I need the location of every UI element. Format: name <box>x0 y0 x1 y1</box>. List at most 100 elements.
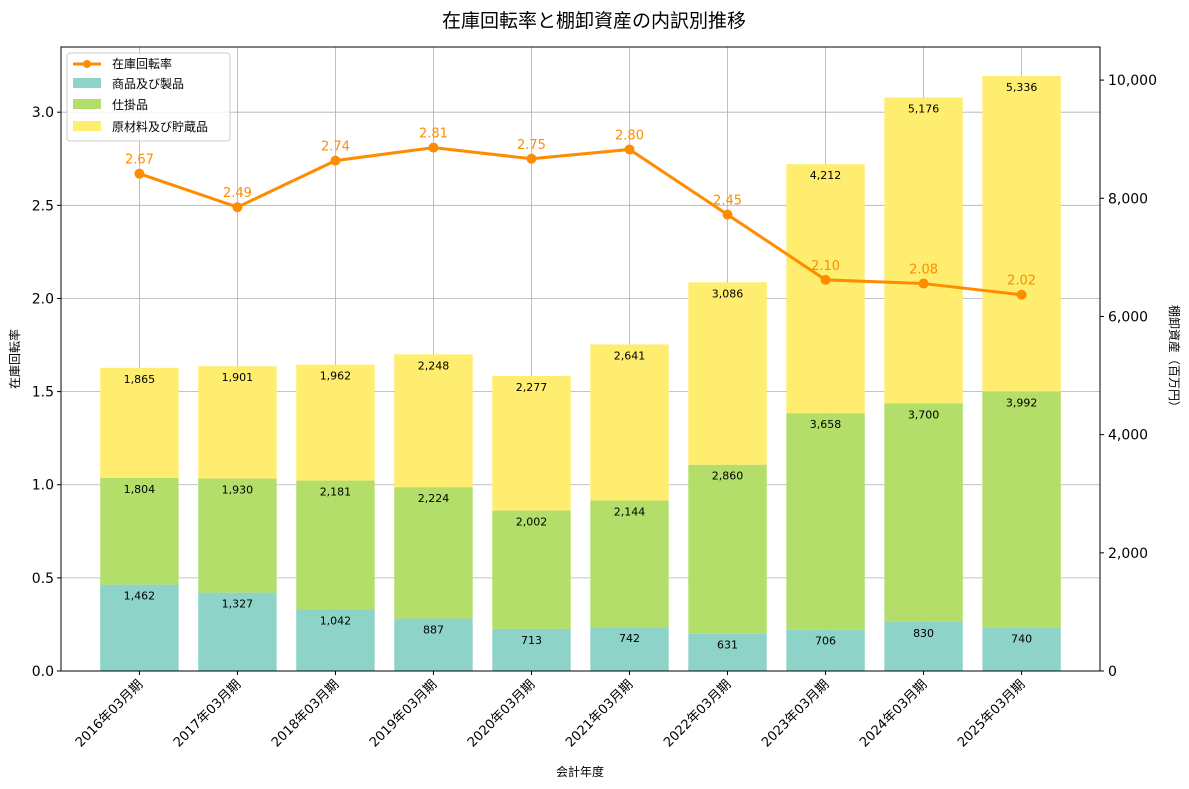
legend-swatch-materials <box>73 121 101 131</box>
y-left-tick-label: 1.0 <box>32 478 54 494</box>
bar-value-label: 2,181 <box>320 486 352 499</box>
turnover-value-label: 2.45 <box>713 194 742 209</box>
bar-segment <box>590 500 669 628</box>
bar-value-label: 830 <box>913 627 934 640</box>
turnover-point <box>918 278 929 289</box>
y-right-tick-label: 8,000 <box>1108 191 1148 207</box>
y-right-tick-label: 6,000 <box>1108 309 1148 325</box>
bar-segment <box>688 464 767 634</box>
bar-segment <box>786 164 865 414</box>
y-left-tick-label: 1.5 <box>32 385 54 401</box>
bar-segment <box>884 97 963 404</box>
bar-value-label: 1,804 <box>124 483 156 496</box>
bar-value-label: 1,327 <box>222 598 254 611</box>
bar-segment <box>688 633 767 671</box>
bar-segment <box>688 282 767 465</box>
bar-segment <box>100 367 179 479</box>
turnover-value-label: 2.81 <box>419 127 448 142</box>
y-axis-left-label: 在庫回転率 <box>7 329 22 389</box>
bar-value-label: 742 <box>619 632 640 645</box>
plot-frame <box>60 46 1101 672</box>
y-right-tick-label: 10,000 <box>1108 73 1157 89</box>
bar-segment <box>198 366 277 479</box>
x-tick-label: 2025年03月期 <box>955 677 1028 750</box>
bar-segment <box>492 376 571 511</box>
y-right-tick-label: 2,000 <box>1108 546 1148 562</box>
bar-segment <box>394 487 473 619</box>
bar-value-label: 5,176 <box>908 102 940 115</box>
bar-value-label: 2,144 <box>614 505 646 518</box>
turnover-line: 2.67 2.49 2.74 2.81 2.75 2.80 2.45 2.10 2.08 2.02 <box>125 127 1036 300</box>
y-left-tick-label: 0.5 <box>32 571 54 587</box>
legend-swatch-wip <box>73 99 101 109</box>
x-tick-label: 2020年03月期 <box>465 677 538 750</box>
y-left-tick-label: 0.0 <box>32 664 54 680</box>
bar-value-label: 2,641 <box>614 349 646 362</box>
turnover-point <box>820 274 831 285</box>
bar-value-label: 740 <box>1011 632 1032 645</box>
turnover-value-label: 2.67 <box>125 153 154 168</box>
legend-box <box>66 52 231 142</box>
y-right-tick-label: 4,000 <box>1108 428 1148 444</box>
x-tick-label: 2018年03月期 <box>269 677 342 750</box>
bar-value-label: 1,462 <box>124 590 156 603</box>
turnover-point <box>134 168 145 179</box>
legend-swatch-products <box>73 78 101 88</box>
turnover-value-label: 2.10 <box>811 259 840 274</box>
bar-value-label: 3,658 <box>810 418 842 431</box>
bar-value-label: 1,962 <box>320 370 352 383</box>
turnover-point <box>526 153 537 164</box>
bar-segment <box>296 364 375 481</box>
bar-value-label: 2,248 <box>418 359 450 372</box>
bars <box>100 76 1061 671</box>
y-right-tick-label: 0 <box>1108 664 1117 680</box>
bar-value-label: 2,002 <box>516 516 548 529</box>
bar-segment <box>394 618 473 671</box>
turnover-value-label: 2.02 <box>1007 274 1036 289</box>
turnover-point <box>722 209 733 220</box>
bar-segment <box>590 627 669 671</box>
bar-segment <box>590 344 669 501</box>
x-tick-label: 2016年03月期 <box>73 677 146 750</box>
x-tick-label: 2017年03月期 <box>171 677 244 750</box>
bar-segment <box>394 354 473 488</box>
bar-value-label: 2,277 <box>516 381 548 394</box>
x-tick-label: 2024年03月期 <box>857 677 930 750</box>
turnover-point <box>428 142 439 153</box>
bar-segment <box>786 629 865 671</box>
bar-value-label: 631 <box>717 639 738 652</box>
bar-segment <box>982 76 1061 392</box>
legend: 在庫回転率 商品及び製品 仕掛品 原材料及び貯蔵品 <box>66 52 231 142</box>
bar-value-label: 706 <box>815 634 836 647</box>
x-tick-label: 2021年03月期 <box>563 677 636 750</box>
turnover-point <box>1016 289 1027 300</box>
turnover-value-label: 2.08 <box>909 263 938 278</box>
x-tick-label: 2023年03月期 <box>759 677 832 750</box>
bar-value-label: 2,224 <box>418 492 450 505</box>
bar-segment <box>100 584 179 671</box>
legend-label-materials: 原材料及び貯蔵品 <box>112 120 208 134</box>
legend-label-turnover: 在庫回転率 <box>112 56 172 71</box>
bar-segment <box>884 403 963 622</box>
bar-segment <box>198 478 277 593</box>
turnover-value-label: 2.49 <box>223 186 252 201</box>
bar-labels: 1,462 1,327 1,042 887 713 742 631 706 830 740 1,80… <box>124 81 1038 652</box>
bar-segment <box>492 628 571 671</box>
bar-value-label: 4,212 <box>810 169 842 182</box>
turnover-point <box>232 202 243 213</box>
bar-segment <box>884 621 963 671</box>
y-left-tick-label: 2.0 <box>32 291 54 307</box>
turnover-value-label: 2.75 <box>517 138 546 153</box>
bar-segment <box>100 478 179 585</box>
x-tick-label: 2022年03月期 <box>661 677 734 750</box>
y-axis-right-label: 棚卸資産（百万円） <box>1167 305 1182 413</box>
bar-value-label: 2,860 <box>712 470 744 483</box>
bar-value-label: 3,992 <box>1006 396 1038 409</box>
bar-value-label: 1,865 <box>124 373 156 386</box>
y-left-tick-label: 2.5 <box>32 198 54 214</box>
bar-value-label: 1,042 <box>320 614 352 627</box>
y-left-tick-label: 3.0 <box>32 105 54 121</box>
bar-segment <box>296 480 375 610</box>
legend-line-marker <box>83 60 91 68</box>
